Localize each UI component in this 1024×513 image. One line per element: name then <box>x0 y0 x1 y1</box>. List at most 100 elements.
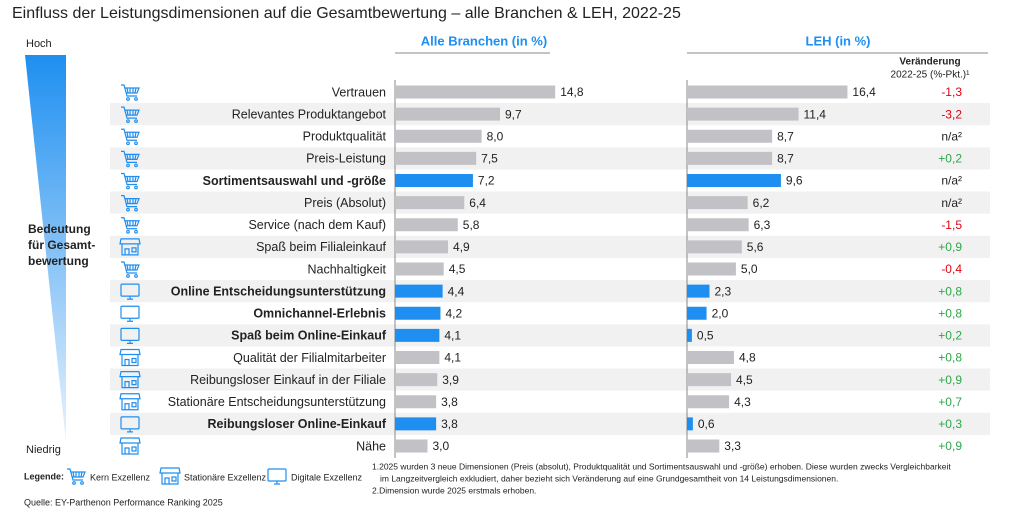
icon-part <box>121 217 140 230</box>
change-label: n/a² <box>941 129 962 143</box>
bar <box>687 439 720 453</box>
bar <box>395 395 437 409</box>
row-band <box>110 324 990 347</box>
icon-part <box>267 468 287 482</box>
legend-entry: LEH (in %) <box>806 33 871 48</box>
footnote: 1.2025 wurden 3 neue Dimensionen (Preis … <box>372 461 951 471</box>
bar <box>395 107 500 121</box>
icon-part <box>72 481 76 485</box>
value-label: 8,7 <box>777 129 794 143</box>
bar <box>395 284 443 298</box>
value-label: 4,8 <box>739 351 756 365</box>
value-label: 5,8 <box>463 218 480 232</box>
icon-cart <box>121 172 140 190</box>
bar <box>687 262 736 276</box>
legend-entry: Digitale Exzellenz <box>291 472 363 482</box>
value-label: 7,5 <box>481 152 498 166</box>
category-label: Preis (Absolut) <box>304 196 386 210</box>
icon-cart <box>121 128 140 146</box>
icon-part <box>121 106 140 119</box>
value-label: 4,9 <box>453 240 470 254</box>
category-label: Spaß beim Filialeinkauf <box>256 240 386 254</box>
change-label: +0,9 <box>938 373 962 387</box>
icon-part <box>127 428 133 433</box>
icon-part <box>121 172 140 186</box>
bar <box>687 284 710 298</box>
value-label: 6,3 <box>754 218 771 232</box>
value-label: 0,6 <box>698 417 715 431</box>
icon-part <box>134 141 138 146</box>
value-label: 3,9 <box>442 373 459 387</box>
bar <box>395 151 477 165</box>
legend-entry: Kern Exzellenz <box>90 472 151 482</box>
icon-part <box>121 261 140 274</box>
change-header: 2022-25 (%-Pkt.)¹ <box>891 70 971 81</box>
icon-part <box>119 393 141 411</box>
row-band <box>110 412 990 435</box>
icon-part <box>126 119 130 124</box>
axis-label: Bedeutung <box>28 222 91 236</box>
icon-part <box>159 467 181 485</box>
category-label: Service (nach dem Kauf) <box>248 218 386 232</box>
change-label: -1,3 <box>941 85 962 99</box>
icon-part <box>127 340 133 344</box>
bar <box>687 351 734 364</box>
icon-part <box>67 468 86 481</box>
icon-part <box>121 128 140 141</box>
footnote: im Langzeitvergleich exkludiert, daher b… <box>380 473 838 483</box>
change-label: n/a² <box>941 196 962 210</box>
icon-cart <box>121 106 140 124</box>
icon-part <box>134 163 138 168</box>
category-label: Relevantes Produktangebot <box>232 107 387 121</box>
bar <box>395 218 458 232</box>
icon-part <box>134 185 138 190</box>
icon-part <box>119 437 141 455</box>
value-label: 14,8 <box>560 85 584 99</box>
value-label: 6,4 <box>469 196 486 210</box>
category-label: Vertrauen <box>332 85 386 99</box>
value-label: 4,2 <box>445 306 462 320</box>
bar <box>395 196 465 210</box>
change-label: +0,8 <box>938 351 962 365</box>
icon-part <box>126 141 130 146</box>
icon-store <box>159 467 181 485</box>
category-label: Qualität der Filialmitarbeiter <box>233 351 386 365</box>
value-label: 3,0 <box>432 439 449 453</box>
category-label: Reibungsloser Einkauf in der Filiale <box>190 373 386 387</box>
value-label: 4,4 <box>448 284 465 298</box>
category-label: Spaß beim Online-Einkauf <box>231 329 387 343</box>
value-label: 4,5 <box>736 373 753 387</box>
bar <box>395 129 482 143</box>
source: Quelle: EY-Parthenon Performance Ranking… <box>24 497 223 507</box>
value-label: 7,2 <box>478 174 495 188</box>
change-label: +0,9 <box>938 240 962 254</box>
icon-cart <box>67 468 86 485</box>
bar <box>395 328 440 342</box>
bar <box>395 174 473 187</box>
legend-title: Legende: <box>24 471 64 481</box>
icon-part <box>127 296 133 300</box>
value-label: 11,4 <box>804 107 827 121</box>
bar <box>395 85 556 99</box>
value-label: 4,1 <box>444 351 461 365</box>
value-label: 2,3 <box>715 284 732 298</box>
icon-digital <box>120 305 140 322</box>
icon-store <box>119 238 141 256</box>
icon-digital <box>267 468 287 485</box>
category-label: Sortimentsauswahl und -größe <box>203 174 386 188</box>
icon-cart <box>121 150 140 168</box>
bar <box>687 218 749 232</box>
axis-top: Hoch <box>26 38 52 50</box>
icon-part <box>119 348 141 367</box>
icon-part <box>119 371 141 389</box>
icon-part <box>134 274 138 278</box>
change-label: +0,2 <box>938 329 962 343</box>
change-header: Veränderung <box>899 57 960 68</box>
value-label: 6,2 <box>753 196 770 210</box>
footnote: 2.Dimension wurde 2025 erstmals erhoben. <box>372 485 536 495</box>
change-label: +0,3 <box>938 417 962 431</box>
icon-part <box>121 150 140 163</box>
bar <box>395 417 437 431</box>
